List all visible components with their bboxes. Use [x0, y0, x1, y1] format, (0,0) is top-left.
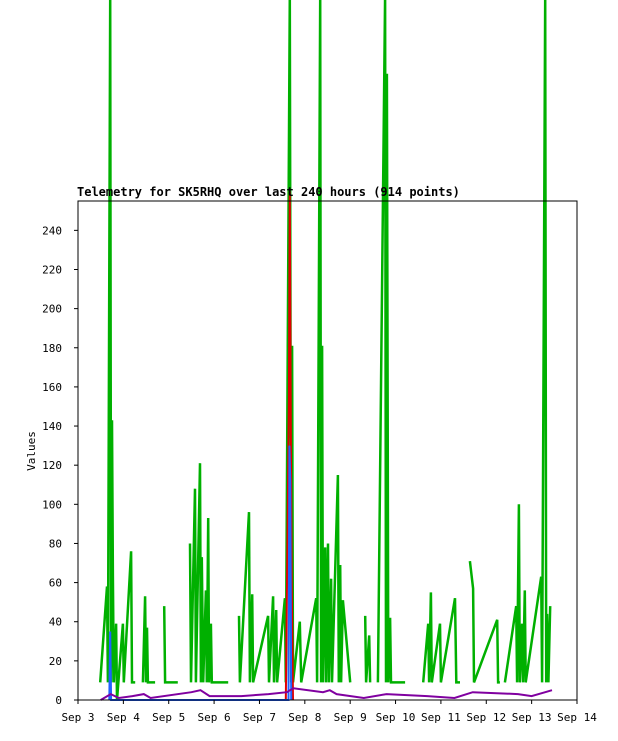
x-tick-label: Sep 11 [421, 711, 461, 724]
y-tick-label: 200 [42, 303, 62, 316]
series-line [98, 0, 552, 701]
x-tick-label: Sep 7 [243, 711, 276, 724]
chart-title: Telemetry for SK5RHQ over last 240 hours… [77, 185, 460, 199]
series-line [100, 687, 553, 701]
y-axis-label: Values [25, 431, 38, 471]
plot-frame [77, 200, 578, 701]
x-tick-label: Sep 8 [288, 711, 321, 724]
y-tick-label: 80 [49, 537, 62, 550]
x-tick-label: Sep 4 [107, 711, 140, 724]
y-tick-label: 140 [42, 420, 62, 433]
y-tick-label: 40 [49, 616, 62, 629]
x-tick-label: Sep 14 [557, 711, 597, 724]
y-tick-label: 180 [42, 342, 62, 355]
x-tick-label: Sep 10 [376, 711, 416, 724]
x-tick-label: Sep 12 [466, 711, 506, 724]
y-tick-label: 220 [42, 263, 62, 276]
y-tick-label: 240 [42, 224, 62, 237]
y-tick-label: 0 [55, 694, 62, 707]
y-tick-label: 100 [42, 498, 62, 511]
x-tick-label: Sep 9 [334, 711, 367, 724]
y-tick-label: 160 [42, 381, 62, 394]
y-tick-label: 20 [49, 655, 62, 668]
x-tick-label: Sep 5 [152, 711, 185, 724]
plot [98, 0, 553, 701]
x-tick-label: Sep 3 [61, 711, 94, 724]
x-tick-label: Sep 6 [198, 711, 231, 724]
y-tick-label: 60 [49, 577, 62, 590]
x-tick-label: Sep 13 [512, 711, 552, 724]
y-tick-label: 120 [42, 459, 62, 472]
